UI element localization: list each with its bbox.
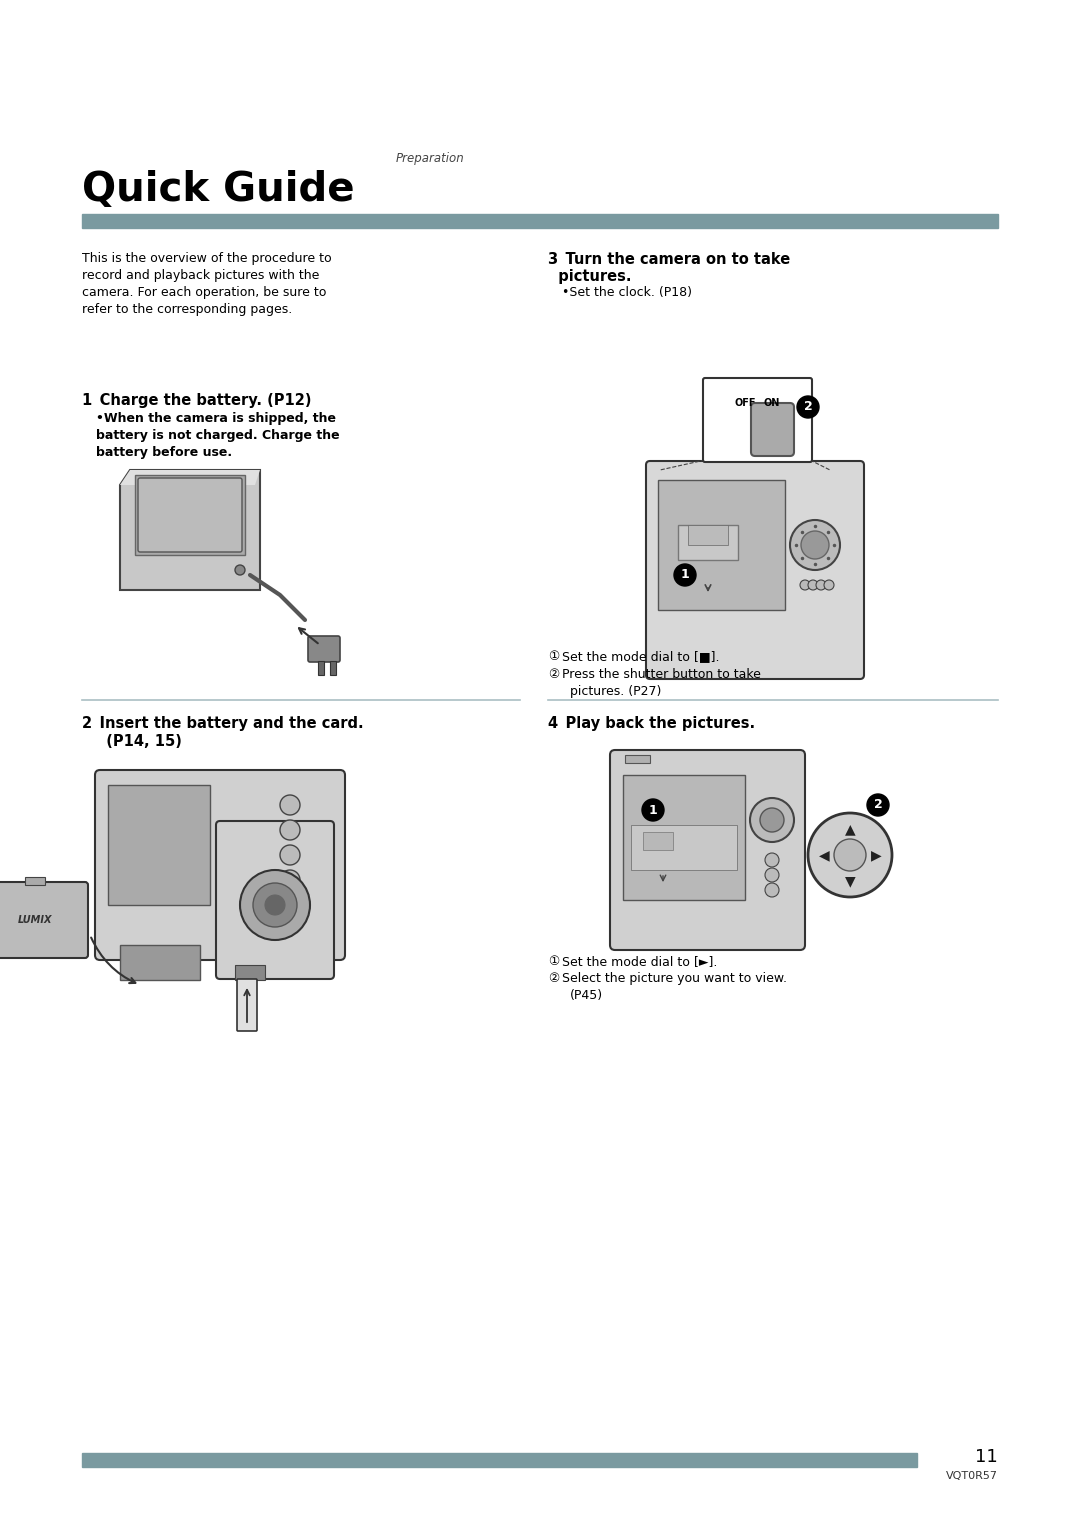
Text: 1 Charge the battery. (P12): 1 Charge the battery. (P12)	[82, 394, 311, 407]
Circle shape	[789, 520, 840, 571]
Circle shape	[253, 884, 297, 926]
Bar	[135, 475, 245, 555]
Circle shape	[240, 870, 310, 940]
FancyBboxPatch shape	[308, 636, 340, 662]
Bar	[631, 826, 737, 870]
Circle shape	[280, 870, 300, 890]
FancyBboxPatch shape	[0, 882, 87, 958]
Circle shape	[808, 580, 818, 591]
Circle shape	[642, 800, 664, 821]
Text: (P14, 15): (P14, 15)	[96, 734, 181, 749]
Circle shape	[834, 839, 866, 871]
Polygon shape	[120, 470, 260, 591]
Text: 2: 2	[804, 400, 812, 414]
Bar	[108, 784, 210, 905]
Text: ◀: ◀	[819, 848, 829, 862]
Text: ▲: ▲	[845, 823, 855, 836]
Text: 4 Play back the pictures.: 4 Play back the pictures.	[548, 716, 755, 731]
FancyBboxPatch shape	[751, 403, 794, 456]
Bar	[643, 832, 673, 850]
Bar	[625, 755, 650, 763]
FancyBboxPatch shape	[646, 461, 864, 679]
Text: Press the shutter button to take: Press the shutter button to take	[562, 668, 761, 681]
Bar	[678, 525, 738, 560]
Circle shape	[765, 853, 779, 867]
Circle shape	[252, 887, 288, 923]
Circle shape	[824, 580, 834, 591]
Text: ②: ②	[548, 668, 559, 681]
FancyBboxPatch shape	[216, 821, 334, 980]
Bar	[82, 1453, 917, 1466]
Text: (P45): (P45)	[570, 989, 603, 1003]
Text: Quick Guide: Quick Guide	[82, 169, 354, 211]
Text: ①: ①	[548, 650, 559, 662]
Text: 1: 1	[649, 804, 658, 816]
Text: pictures.: pictures.	[548, 269, 632, 284]
Circle shape	[280, 845, 300, 865]
Text: 3 Turn the camera on to take: 3 Turn the camera on to take	[548, 252, 791, 267]
Bar	[318, 661, 324, 674]
Text: •When the camera is shipped, the: •When the camera is shipped, the	[96, 412, 336, 426]
Circle shape	[760, 807, 784, 832]
Bar	[330, 661, 336, 674]
Text: refer to the corresponding pages.: refer to the corresponding pages.	[82, 304, 293, 316]
Circle shape	[801, 531, 829, 559]
Circle shape	[674, 565, 696, 586]
Text: VQT0R57: VQT0R57	[946, 1471, 998, 1482]
Text: •Set the clock. (P18): •Set the clock. (P18)	[562, 285, 692, 299]
Polygon shape	[120, 470, 260, 485]
Circle shape	[867, 794, 889, 816]
Text: 1: 1	[680, 569, 689, 581]
Text: battery before use.: battery before use.	[96, 446, 232, 459]
Bar	[82, 214, 998, 227]
Text: camera. For each operation, be sure to: camera. For each operation, be sure to	[82, 285, 326, 299]
Bar	[25, 877, 45, 885]
Text: Set the mode dial to [►].: Set the mode dial to [►].	[562, 955, 717, 967]
Circle shape	[765, 868, 779, 882]
Text: 2 Insert the battery and the card.: 2 Insert the battery and the card.	[82, 716, 364, 731]
Text: ▼: ▼	[845, 874, 855, 888]
Text: ▶: ▶	[870, 848, 881, 862]
Text: 11: 11	[975, 1448, 998, 1466]
Bar	[623, 775, 745, 900]
FancyBboxPatch shape	[138, 478, 242, 552]
Circle shape	[816, 580, 826, 591]
Bar	[235, 964, 265, 980]
FancyBboxPatch shape	[237, 980, 257, 1032]
Text: Set the mode dial to [■].: Set the mode dial to [■].	[562, 650, 719, 662]
Circle shape	[265, 896, 285, 916]
Bar	[658, 481, 785, 610]
Text: ①: ①	[548, 955, 559, 967]
FancyBboxPatch shape	[703, 378, 812, 462]
Text: Preparation: Preparation	[395, 153, 464, 165]
Circle shape	[750, 798, 794, 842]
Circle shape	[765, 884, 779, 897]
Bar	[120, 945, 200, 980]
Circle shape	[797, 397, 819, 418]
Text: ②: ②	[548, 972, 559, 984]
FancyBboxPatch shape	[610, 749, 805, 951]
Circle shape	[800, 580, 810, 591]
Text: OFF: OFF	[734, 398, 756, 407]
Text: LUMIX: LUMIX	[17, 916, 52, 925]
Text: battery is not charged. Charge the: battery is not charged. Charge the	[96, 429, 339, 443]
Text: 2: 2	[874, 798, 882, 812]
Text: This is the overview of the procedure to: This is the overview of the procedure to	[82, 252, 332, 266]
Circle shape	[235, 565, 245, 575]
Bar	[688, 525, 728, 545]
Text: Select the picture you want to view.: Select the picture you want to view.	[562, 972, 787, 984]
Text: record and playback pictures with the: record and playback pictures with the	[82, 269, 320, 282]
Text: pictures. (P27): pictures. (P27)	[570, 685, 661, 697]
Circle shape	[280, 795, 300, 815]
FancyBboxPatch shape	[95, 771, 345, 960]
Text: ON: ON	[764, 398, 780, 407]
Circle shape	[808, 813, 892, 897]
Circle shape	[280, 819, 300, 839]
